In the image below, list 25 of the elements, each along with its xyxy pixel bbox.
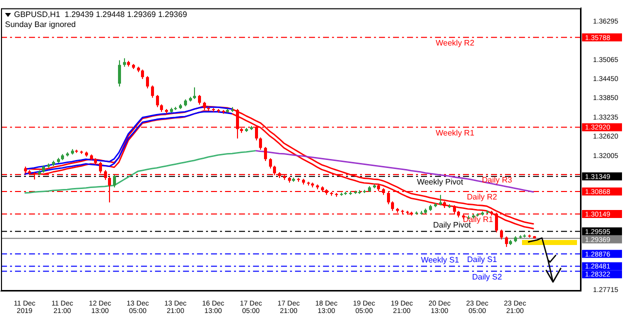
ref-line-label: Weekly R2 bbox=[436, 38, 475, 48]
ref-line-label: Daily R2 bbox=[466, 192, 498, 202]
candlestick bbox=[156, 94, 159, 108]
candlestick bbox=[500, 229, 503, 240]
ref-line-label: Daily R3 bbox=[482, 176, 513, 185]
ref-line-label: Weekly R1 bbox=[436, 128, 475, 138]
candlestick bbox=[198, 94, 201, 106]
ref-line-label: Daily S2 bbox=[472, 272, 502, 282]
candlestick bbox=[113, 174, 116, 188]
ref-line-label: Weekly S1 bbox=[420, 255, 460, 264]
candlestick bbox=[118, 60, 121, 87]
candlestick bbox=[391, 200, 394, 212]
candlestick bbox=[264, 146, 267, 162]
ref-line-label: Daily Pivot bbox=[433, 220, 472, 230]
text: Sunday Bar ignored bbox=[5, 20, 76, 30]
candlestick bbox=[146, 76, 149, 89]
candlestick bbox=[505, 236, 508, 248]
chart-title: GBPUSD,H1 1.29439 1.29448 1.29369 1.29369 bbox=[14, 10, 188, 19]
candlestick bbox=[141, 69, 144, 80]
candlestick bbox=[269, 158, 272, 170]
ref-line-label: Daily S1 bbox=[467, 255, 498, 264]
ref-line-label: Weekly Pivot bbox=[416, 178, 464, 187]
candlestick bbox=[259, 137, 262, 150]
candlestick bbox=[193, 86, 196, 100]
candlestick bbox=[151, 85, 154, 98]
